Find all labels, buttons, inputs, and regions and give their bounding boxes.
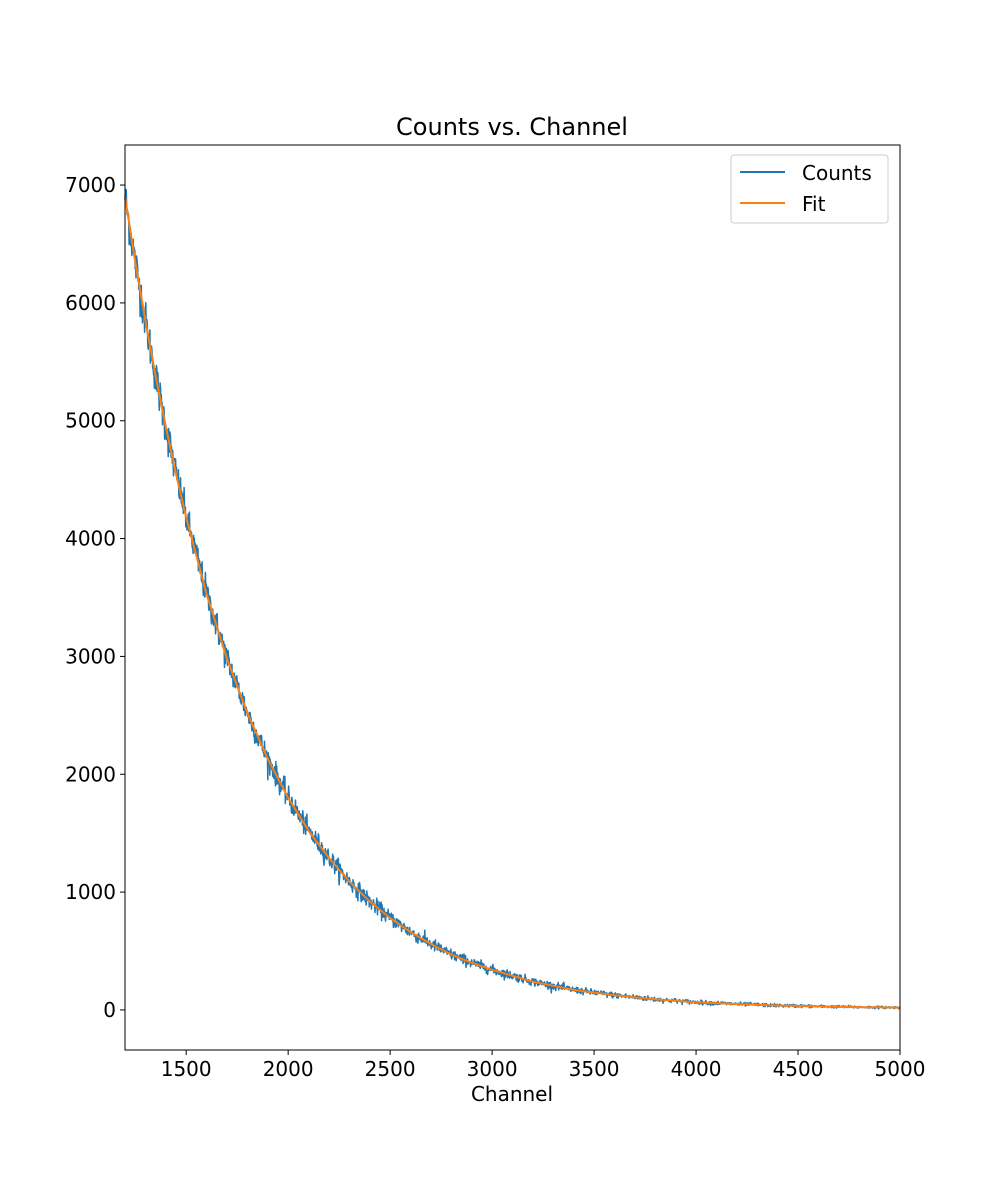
- legend-label-counts: Counts: [802, 161, 872, 185]
- y-tick-label: 4000: [65, 527, 116, 551]
- chart-title: Counts vs. Channel: [396, 113, 628, 141]
- y-tick-label: 5000: [65, 409, 116, 433]
- x-tick-label: 5000: [875, 1057, 926, 1081]
- y-tick-label: 7000: [65, 173, 116, 197]
- x-tick-label: 3500: [569, 1057, 620, 1081]
- x-axis: 1500 2000 2500 3000 3500 4000 4500 5000: [161, 1050, 926, 1081]
- series-line-fit: [124, 196, 900, 1009]
- axes-frame: [124, 144, 901, 1051]
- x-tick-label: 3000: [467, 1057, 518, 1081]
- x-tick-label: 1500: [161, 1057, 212, 1081]
- y-tick-label: 2000: [65, 762, 116, 786]
- legend-label-fit: Fit: [802, 192, 826, 216]
- y-tick-label: 6000: [65, 291, 116, 315]
- y-tick-label: 1000: [65, 880, 116, 904]
- x-tick-label: 2500: [365, 1057, 416, 1081]
- series-line-counts: [124, 188, 901, 1010]
- x-tick-label: 4000: [671, 1057, 722, 1081]
- x-tick-label: 4500: [773, 1057, 824, 1081]
- plot-area: [124, 188, 901, 1010]
- y-tick-label: 0: [103, 998, 116, 1022]
- x-axis-label: Channel: [471, 1082, 553, 1106]
- x-tick-label: 2000: [263, 1057, 314, 1081]
- y-axis: 0 1000 2000 3000 4000 5000 6000 7000: [65, 173, 125, 1022]
- y-tick-label: 3000: [65, 644, 116, 668]
- legend: Counts Fit: [730, 154, 889, 224]
